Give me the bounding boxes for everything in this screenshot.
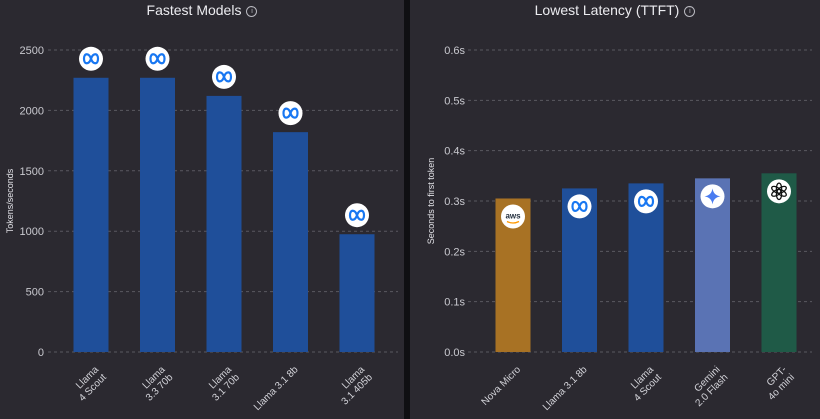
gemini-glyph [704, 188, 721, 205]
chart-title: Fastest Models i [0, 2, 404, 18]
aws-icon-bg [501, 204, 525, 229]
chart-title-text: Fastest Models [146, 2, 242, 18]
meta-glyph [348, 209, 366, 221]
lowest-latency-chart: 0.0s 0.1s 0.2s 0.3s 0.4s 0.5s 0.6s Seconds to f… [426, 45, 812, 413]
meta-icon [145, 46, 170, 71]
panel-divider [404, 0, 410, 419]
y-tick-label: 0 [38, 347, 44, 359]
bar [339, 234, 375, 352]
y-tick-label: 500 [26, 287, 44, 299]
x-tick-label: Llama3.3 70b [136, 364, 175, 403]
gemini-icon [700, 184, 725, 209]
meta-icon [212, 64, 236, 89]
bar [73, 77, 109, 352]
y-tick-label: 0.2s [444, 246, 465, 258]
fastest-models-chart: 0 500 1000 1500 2000 2500 Tokens/seconds Llama4… [5, 45, 398, 413]
x-tick-line: Llama 3.1 8b [541, 364, 590, 413]
meta-glyph [282, 107, 299, 119]
meta-icon [278, 101, 303, 126]
lowest-latency-panel: Lowest Latency (TTFT) i 0.0s 0.1s 0.2s 0.3s 0… [410, 0, 820, 419]
aws-icon: aws [501, 204, 525, 229]
bar [206, 95, 242, 353]
openai-icon [767, 179, 791, 204]
y-tick-label: 0.3s [444, 196, 465, 208]
chart-title: Lowest Latency (TTFT) i [410, 2, 820, 18]
info-icon[interactable]: i [246, 6, 258, 17]
meta-glyph [82, 53, 100, 65]
y-tick-label: 0.6s [444, 45, 465, 57]
x-tick-line: Nova Micro [480, 364, 524, 408]
y-tick-label: 2000 [20, 105, 44, 117]
x-tick-label: Llama 3.1 8b [252, 364, 301, 413]
meta-glyph [571, 200, 588, 212]
y-tick-label: 2500 [20, 45, 44, 57]
y-tick-label: 0.1s [444, 297, 465, 309]
y-axis-label: Tokens/seconds [5, 168, 15, 233]
x-tick-label: Gemini2.0 Flash [686, 364, 731, 409]
y-tick-label: 0.0s [444, 347, 465, 359]
x-tick-label: Llama4 Scout [624, 364, 664, 404]
x-tick-label: Nova Micro [480, 364, 524, 408]
meta-icon [79, 46, 103, 71]
y-axis-label: Seconds to first token [426, 158, 436, 245]
openai-icon-bg [767, 179, 791, 204]
fastest-models-panel: Fastest Models i 0 500 1000 1500 2000 2500 Toke… [0, 0, 404, 419]
info-icon[interactable]: i [684, 6, 696, 17]
x-tick-label: Llama4 Scout [69, 364, 109, 404]
y-tick-label: 1500 [20, 166, 44, 178]
meta-glyph [215, 71, 233, 83]
bar [273, 132, 308, 352]
meta-icon [567, 194, 592, 219]
x-tick-label: Llama 3.1 8b [541, 364, 590, 413]
aws-glyph: aws [505, 211, 521, 220]
openai-petal [771, 185, 782, 194]
meta-icon [634, 189, 658, 214]
x-tick-line: Llama 3.1 8b [252, 364, 301, 413]
meta-icon [345, 203, 369, 228]
chart-title-text: Lowest Latency (TTFT) [534, 2, 680, 18]
y-tick-label: 0.4s [444, 146, 465, 158]
x-tick-label: GPT-4o mini [759, 364, 797, 402]
y-tick-label: 0.5s [444, 95, 465, 107]
aws-smile [506, 220, 520, 224]
x-tick-label: Llama3.1 70b [203, 364, 242, 403]
x-tick-label: Llama3.1 405b [332, 364, 375, 407]
bar [140, 77, 175, 352]
meta-glyph [149, 53, 166, 65]
meta-glyph [637, 195, 655, 207]
y-tick-label: 1000 [20, 226, 44, 238]
